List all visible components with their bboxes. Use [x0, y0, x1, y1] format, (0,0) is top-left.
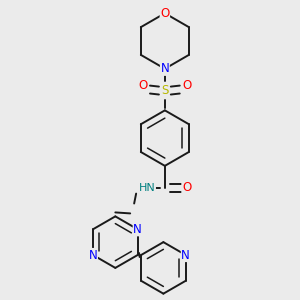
Text: O: O [182, 79, 191, 92]
Text: O: O [182, 181, 191, 194]
Text: O: O [138, 79, 148, 92]
Text: N: N [88, 248, 98, 262]
Text: N: N [133, 223, 142, 236]
Text: O: O [160, 7, 170, 20]
Text: N: N [181, 248, 190, 262]
Text: N: N [160, 62, 169, 75]
Text: HN: HN [139, 183, 155, 193]
Text: S: S [161, 84, 169, 97]
